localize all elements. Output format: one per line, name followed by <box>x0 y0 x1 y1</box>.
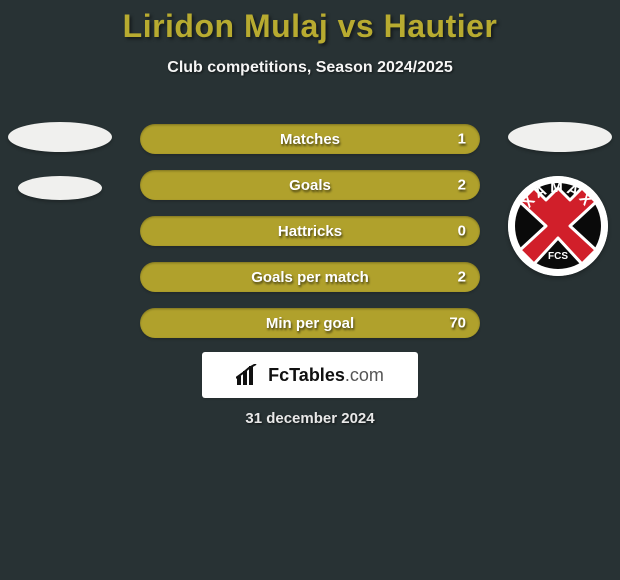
stat-value: 2 <box>458 269 466 286</box>
stat-row: Min per goal 70 <box>140 308 480 338</box>
bars-icon <box>236 364 262 386</box>
stat-label: Hattricks <box>278 223 342 240</box>
club-badge-svg: XAMAX FCS <box>508 176 608 276</box>
club-badge-xamax: XAMAX FCS <box>508 176 608 276</box>
brand-text: FcTables.com <box>268 365 384 386</box>
stat-row: Goals 2 <box>140 170 480 200</box>
generated-date: 31 december 2024 <box>0 410 620 427</box>
stat-label: Goals <box>289 177 331 194</box>
brand-domain: .com <box>345 365 384 385</box>
club-badge-sub: FCS <box>548 251 568 262</box>
page-subtitle: Club competitions, Season 2024/2025 <box>0 59 620 77</box>
team-ellipse-left-1 <box>8 122 112 152</box>
stat-value: 2 <box>458 177 466 194</box>
stats-list: Matches 1 Goals 2 Hattricks 0 Goals per … <box>140 124 480 354</box>
page-title: Liridon Mulaj vs Hautier <box>0 0 620 45</box>
stat-row: Matches 1 <box>140 124 480 154</box>
stat-value: 0 <box>458 223 466 240</box>
team-ellipse-right-1 <box>508 122 612 152</box>
stat-value: 70 <box>449 315 466 332</box>
stat-label: Min per goal <box>266 315 354 332</box>
team-ellipse-left-2 <box>18 176 102 200</box>
brand-badge[interactable]: FcTables.com <box>202 352 418 398</box>
stat-label: Goals per match <box>251 269 369 286</box>
stat-row: Hattricks 0 <box>140 216 480 246</box>
brand-name: FcTables <box>268 365 345 385</box>
right-badge-column: XAMAX FCS <box>508 122 612 276</box>
stat-label: Matches <box>280 131 340 148</box>
left-badge-column <box>8 122 112 224</box>
stat-row: Goals per match 2 <box>140 262 480 292</box>
stat-value: 1 <box>458 131 466 148</box>
comparison-card: Liridon Mulaj vs Hautier Club competitio… <box>0 0 620 580</box>
